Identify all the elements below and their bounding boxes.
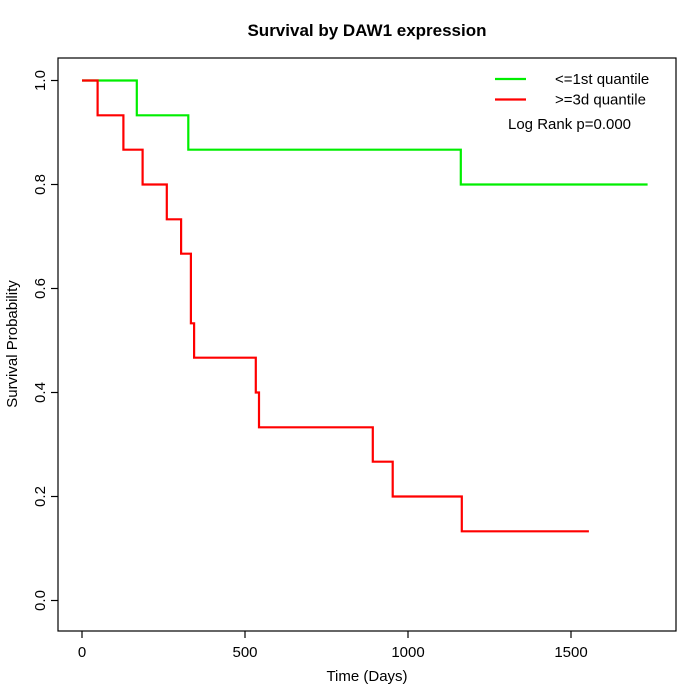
y-tick-label-0.0: 0.0 — [32, 590, 49, 611]
x-tick-label-1500: 1500 — [554, 644, 587, 661]
chart-title: Survival by DAW1 expression — [247, 21, 486, 40]
x-axis: 0 500 1000 1500 Time (Days) — [78, 631, 588, 685]
x-tick-label-500: 500 — [232, 644, 257, 661]
y-tick-label-0.6: 0.6 — [32, 278, 49, 299]
legend: <=1st quantile >=3d quantile Log Rank p=… — [495, 71, 649, 133]
y-axis: 0.0 0.2 0.4 0.6 0.8 1.0 Survival Probabi… — [4, 70, 58, 611]
logrank-annotation: Log Rank p=0.000 — [508, 116, 631, 133]
y-tick-label-0.4: 0.4 — [32, 382, 49, 403]
plot-border — [57, 57, 677, 632]
x-tick-label-1000: 1000 — [391, 644, 424, 661]
y-axis-title: Survival Probability — [4, 280, 21, 408]
survival-curves — [82, 79, 648, 533]
survival-curve-le-1st-quantile — [82, 79, 648, 186]
legend-label-ge-3d-quantile: >=3d quantile — [555, 92, 646, 109]
y-tick-label-0.8: 0.8 — [32, 174, 49, 195]
y-tick-label-1.0: 1.0 — [32, 70, 49, 91]
x-axis-title: Time (Days) — [326, 668, 407, 685]
x-tick-label-0: 0 — [78, 644, 86, 661]
y-tick-label-0.2: 0.2 — [32, 486, 49, 507]
legend-label-le-1st-quantile: <=1st quantile — [555, 71, 649, 88]
survival-curve-ge-3d-quantile — [82, 79, 589, 533]
